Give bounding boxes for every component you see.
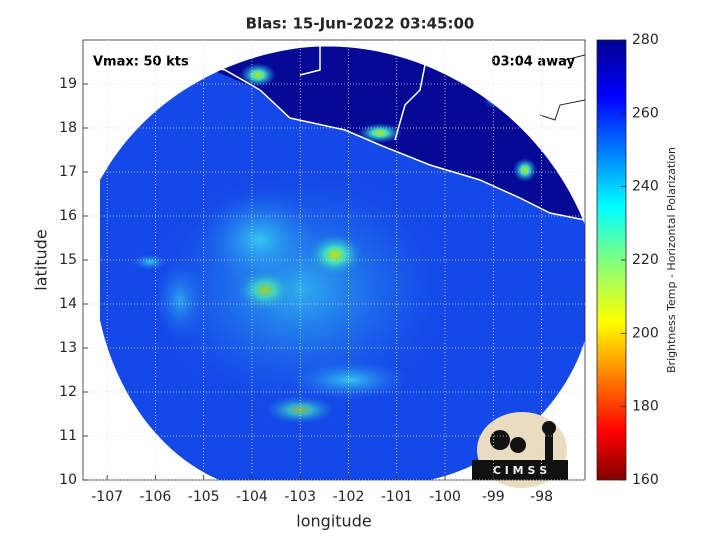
x-tick-label: -105: [188, 489, 220, 505]
colorbar-tick-label: 200: [632, 325, 659, 341]
x-tick-label: -101: [381, 489, 413, 505]
colorbar-tick-label: 160: [632, 472, 659, 488]
y-tick-label: 19: [59, 76, 77, 92]
x-tick-label: -100: [429, 489, 461, 505]
x-axis-label: longitude: [296, 512, 371, 531]
y-tick-label: 16: [59, 208, 77, 224]
y-tick-label: 17: [59, 164, 77, 180]
y-tick-label: 12: [59, 384, 77, 400]
colorbar-tick-label: 240: [632, 179, 659, 195]
y-tick-label: 18: [59, 120, 77, 136]
colorbar-tick-label: 220: [632, 252, 659, 268]
y-tick-label: 15: [59, 252, 77, 268]
time-away-label: 03:04 away: [491, 55, 575, 70]
colorbar-tick-label: 180: [632, 399, 659, 415]
title: Blas: 15-Jun-2022 03:45:00: [246, 15, 475, 33]
imagery: [100, 40, 585, 480]
colorbar-tick-label: 280: [632, 32, 659, 48]
y-tick-label: 13: [59, 340, 77, 356]
logo-text: C I M S S: [493, 464, 547, 477]
vmax-label: Vmax: 50 kts: [93, 55, 189, 70]
x-tick-label: -102: [333, 489, 365, 505]
x-tick-label: -103: [284, 489, 316, 505]
colorbar-label: Brightness Temp - Horizontal Polarizatio…: [665, 147, 678, 373]
y-axis-label: latitude: [32, 229, 51, 290]
x-tick-label: -107: [91, 489, 123, 505]
x-tick-label: -104: [236, 489, 268, 505]
logo: C I M S S: [472, 412, 568, 488]
y-tick-label: 11: [59, 428, 77, 444]
x-tick-label: -98: [530, 489, 553, 505]
y-tick-label: 10: [59, 472, 77, 488]
x-tick-label: -106: [140, 489, 172, 505]
colorbar-tick-label: 260: [632, 105, 659, 121]
y-tick-label: 14: [59, 296, 77, 312]
x-tick-label: -99: [482, 489, 505, 505]
